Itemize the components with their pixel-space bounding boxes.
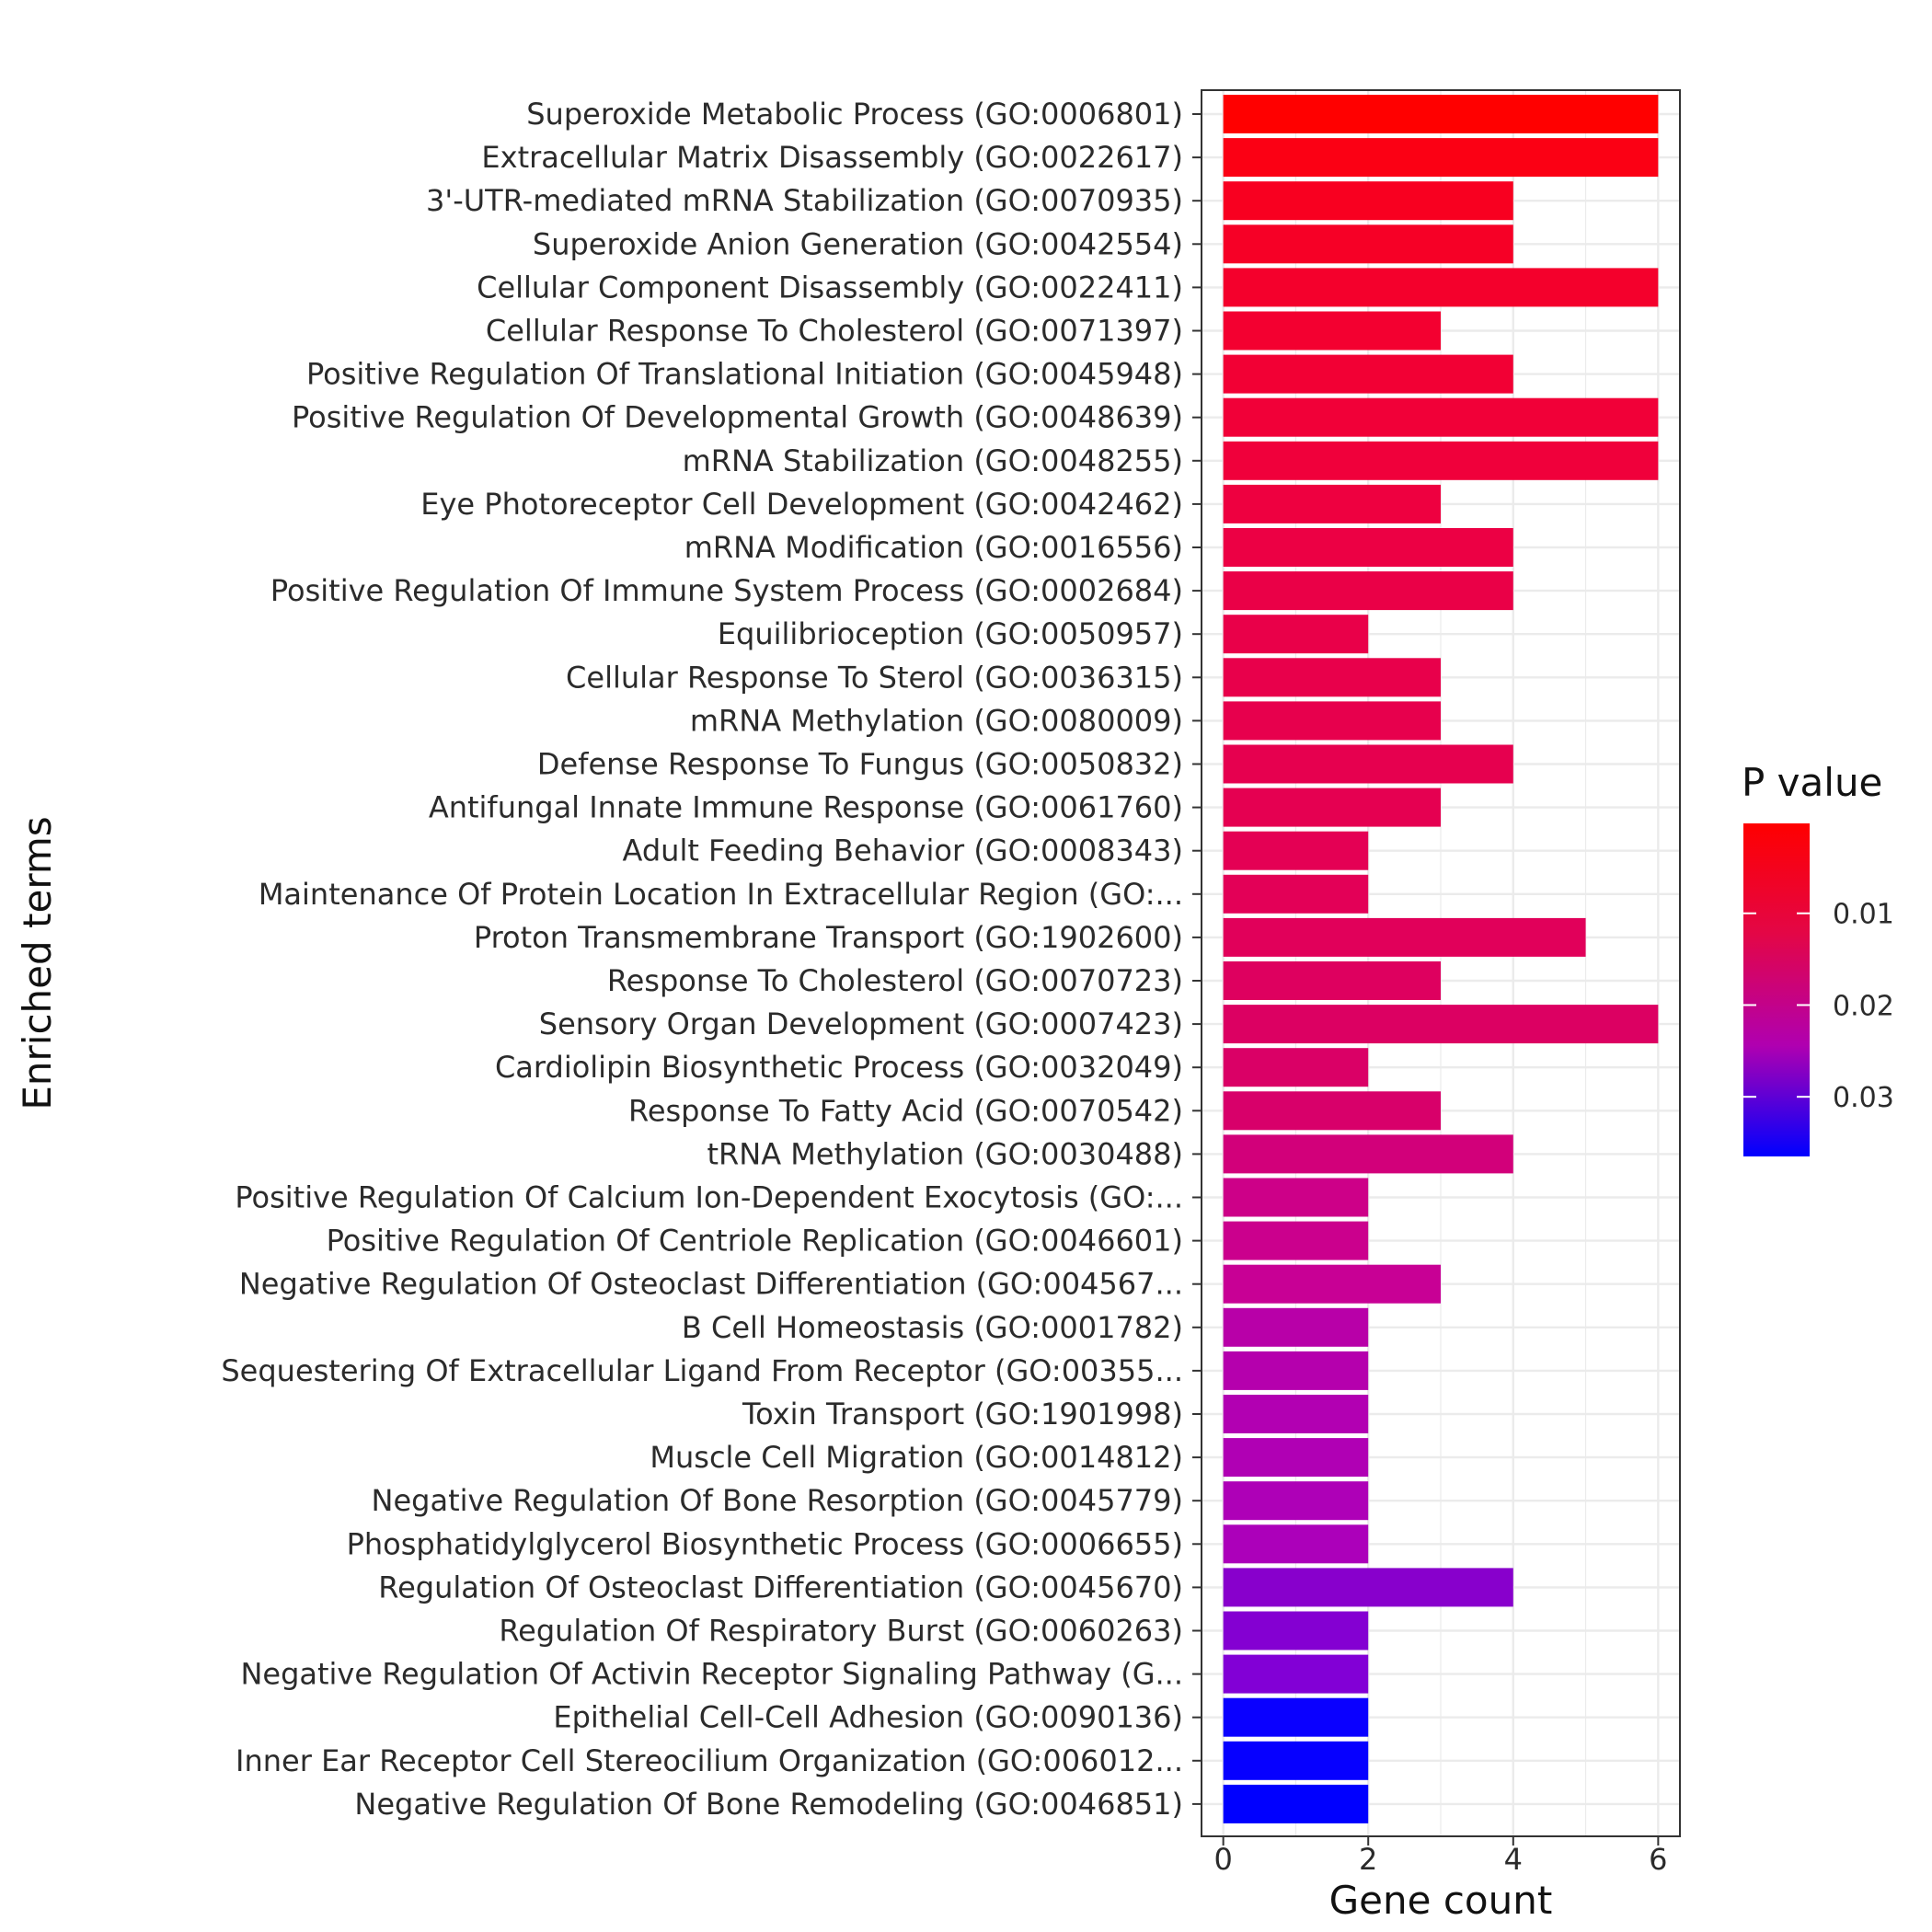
x-tick-label: 2 — [1359, 1842, 1377, 1877]
y-axis-title: Enriched terms — [15, 816, 60, 1110]
term-label: Sensory Organ Development (GO:0007423) — [539, 1006, 1183, 1041]
term-label: Defense Response To Fungus (GO:0050832) — [537, 747, 1183, 782]
term-label: Toxin Transport (GO:1901998) — [742, 1397, 1183, 1432]
bar — [1223, 1697, 1369, 1737]
term-label: Cellular Response To Cholesterol (GO:007… — [486, 314, 1183, 349]
term-label: mRNA Modification (GO:0016556) — [684, 530, 1183, 565]
legend: P value 0.01 0.02 0.03 — [1742, 760, 1894, 1156]
term-label: Response To Fatty Acid (GO:0070542) — [628, 1093, 1183, 1128]
bar — [1223, 615, 1369, 654]
term-label: Negative Regulation Of Activin Receptor … — [240, 1657, 1183, 1692]
term-label: Sequestering Of Extracellular Ligand Fro… — [221, 1353, 1183, 1388]
bar — [1223, 224, 1513, 264]
term-label: Regulation Of Respiratory Burst (GO:0060… — [499, 1614, 1183, 1649]
bar — [1223, 1221, 1369, 1260]
legend-title: P value — [1742, 760, 1882, 805]
term-label: Antifungal Innate Immune Response (GO:00… — [429, 790, 1183, 825]
bar — [1223, 1524, 1369, 1564]
x-tick-label: 0 — [1213, 1842, 1232, 1877]
term-label: Proton Transmembrane Transport (GO:19026… — [474, 920, 1183, 955]
term-label: Maintenance Of Protein Location In Extra… — [259, 877, 1183, 912]
term-label: Negative Regulation Of Bone Resorption (… — [372, 1483, 1183, 1518]
bar — [1223, 831, 1369, 870]
bar — [1223, 441, 1659, 480]
term-label: Eye Photoreceptor Cell Development (GO:0… — [420, 487, 1183, 522]
legend-label: 0.01 — [1833, 899, 1894, 931]
bar — [1223, 1307, 1369, 1347]
term-label: Muscle Cell Migration (GO:0014812) — [650, 1440, 1183, 1475]
term-label: Adult Feeding Behavior (GO:0008343) — [623, 834, 1183, 868]
bar — [1223, 1134, 1513, 1174]
bar — [1223, 701, 1441, 741]
term-labels: Superoxide Metabolic Process (GO:0006801… — [221, 97, 1202, 1822]
term-label: B Cell Homeostasis (GO:0001782) — [682, 1310, 1183, 1345]
term-label: mRNA Stabilization (GO:0048255) — [683, 443, 1183, 478]
bar — [1223, 917, 1586, 957]
term-label: Inner Ear Receptor Cell Stereocilium Org… — [236, 1743, 1183, 1778]
term-label: Positive Regulation Of Developmental Gro… — [292, 400, 1183, 435]
bar — [1223, 95, 1659, 133]
term-label: Cellular Component Disassembly (GO:00224… — [477, 270, 1183, 305]
bar — [1223, 1654, 1369, 1694]
x-axis: 0 2 4 6 — [1213, 1836, 1668, 1877]
bar — [1223, 788, 1441, 827]
term-label: Negative Regulation Of Bone Remodeling (… — [354, 1787, 1183, 1822]
term-label: mRNA Methylation (GO:0080009) — [690, 703, 1183, 738]
bar — [1223, 1568, 1513, 1607]
bar — [1223, 1784, 1369, 1823]
bar — [1223, 138, 1659, 178]
bar — [1223, 1351, 1369, 1390]
term-label: Epithelial Cell-Cell Adhesion (GO:009013… — [553, 1700, 1183, 1735]
term-label: Cellular Response To Sterol (GO:0036315) — [566, 660, 1183, 695]
bar — [1223, 1178, 1369, 1217]
term-label: Positive Regulation Of Translational Ini… — [306, 357, 1183, 392]
bar — [1223, 1005, 1659, 1044]
bar — [1223, 397, 1659, 437]
x-axis-title: Gene count — [1329, 1878, 1553, 1923]
term-label: 3'-UTR-mediated mRNA Stabilization (GO:0… — [426, 183, 1183, 218]
bar — [1223, 1395, 1369, 1433]
bar — [1223, 658, 1441, 697]
term-label: Phosphatidylglycerol Biosynthetic Proces… — [347, 1526, 1183, 1561]
bar — [1223, 268, 1659, 307]
bars — [1223, 95, 1659, 1823]
bar — [1223, 1091, 1441, 1131]
bar — [1223, 874, 1369, 914]
term-label: Negative Regulation Of Osteoclast Differ… — [239, 1267, 1183, 1302]
bar — [1223, 354, 1513, 394]
term-label: Superoxide Metabolic Process (GO:0006801… — [526, 97, 1183, 132]
x-tick-label: 4 — [1504, 1842, 1523, 1877]
term-label: Positive Regulation Of Immune System Pro… — [270, 573, 1183, 608]
x-tick-label: 6 — [1649, 1842, 1667, 1877]
term-label: Cardiolipin Biosynthetic Process (GO:003… — [495, 1050, 1183, 1085]
bar — [1223, 961, 1441, 1000]
term-label: Positive Regulation Of Centriole Replica… — [327, 1224, 1183, 1259]
term-label: Regulation Of Osteoclast Differentiation… — [378, 1570, 1183, 1604]
bar — [1223, 1741, 1369, 1780]
bar — [1223, 571, 1513, 611]
bar — [1223, 181, 1513, 221]
bar — [1223, 744, 1513, 784]
legend-label: 0.03 — [1833, 1082, 1894, 1114]
legend-label: 0.02 — [1833, 990, 1894, 1022]
bar — [1223, 1611, 1369, 1650]
bar — [1223, 1264, 1441, 1304]
bar — [1223, 528, 1513, 567]
term-label: tRNA Methylation (GO:0030488) — [707, 1136, 1184, 1171]
bar — [1223, 484, 1441, 523]
term-label: Response To Cholesterol (GO:0070723) — [607, 963, 1183, 998]
term-label: Positive Regulation Of Calcium Ion-Depen… — [235, 1180, 1183, 1215]
bar — [1223, 1048, 1369, 1087]
bar — [1223, 1481, 1369, 1521]
legend-colorbar — [1743, 823, 1810, 1156]
plot-border — [1201, 89, 1681, 1837]
bar — [1223, 311, 1441, 351]
term-label: Superoxide Anion Generation (GO:0042554) — [533, 226, 1183, 261]
bar — [1223, 1438, 1369, 1478]
term-label: Extracellular Matrix Disassembly (GO:002… — [481, 140, 1183, 175]
term-label: Equilibrioception (GO:0050957) — [718, 616, 1183, 651]
